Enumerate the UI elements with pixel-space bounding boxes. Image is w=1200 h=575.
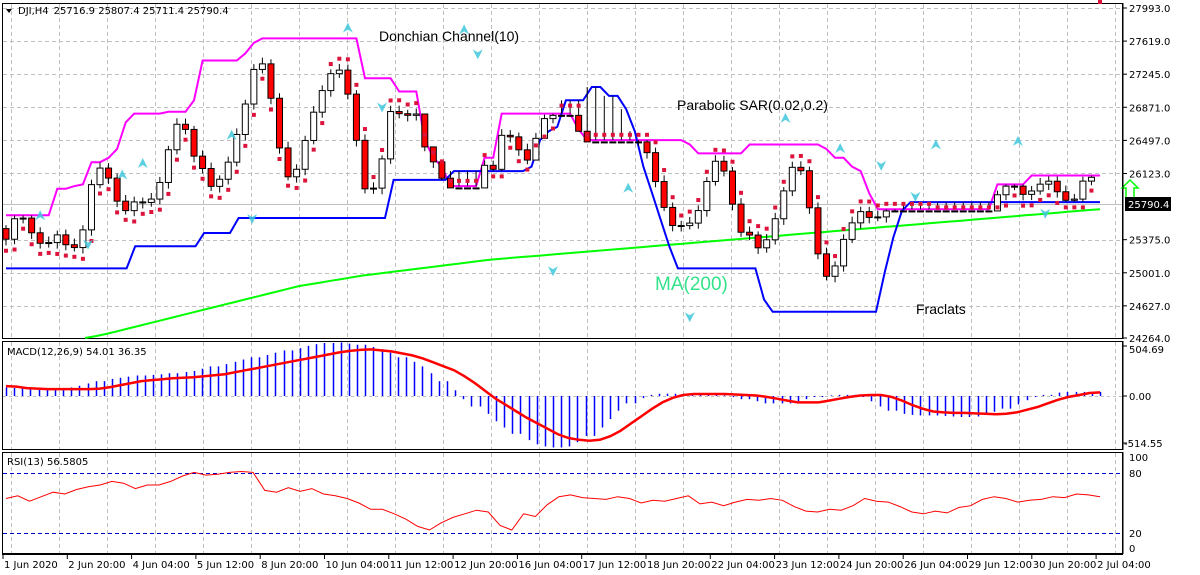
price-axis-label: 26497.0 bbox=[1129, 136, 1170, 147]
fractal-arrow-icon bbox=[459, 24, 470, 35]
price-axis-label: 26123.0 bbox=[1129, 169, 1170, 180]
fractal-arrow-icon bbox=[35, 210, 46, 221]
time-axis-label: 12 Jun 20:00 bbox=[454, 560, 518, 571]
rsi-line bbox=[5, 470, 1101, 531]
price-axis-label: 25375.0 bbox=[1129, 236, 1170, 247]
fractal-arrow-icon bbox=[137, 158, 148, 169]
time-axis-label: 1 Jun 2020 bbox=[4, 560, 58, 571]
fractal-arrow-icon bbox=[835, 142, 846, 153]
fractal-arrow-icon bbox=[1040, 208, 1051, 219]
price-axis-label: 27245.0 bbox=[1129, 70, 1170, 81]
svg-text:-514.55: -514.55 bbox=[1124, 439, 1163, 450]
time-axis-label: 18 Jun 20:00 bbox=[647, 560, 711, 571]
fractal-arrow-icon bbox=[623, 182, 634, 193]
fractal-markers bbox=[35, 22, 1051, 323]
time-axis-label: 2 Jun 20:00 bbox=[68, 560, 125, 571]
svg-text:100: 100 bbox=[1129, 453, 1148, 464]
fractal-arrow-icon bbox=[226, 129, 237, 140]
time-axis-label: 8 Jun 20:00 bbox=[261, 560, 318, 571]
rsi-title: RSI(13) 56.5805 bbox=[7, 457, 88, 468]
fractal-arrow-icon bbox=[377, 102, 388, 113]
macd-signal-line bbox=[5, 348, 1101, 443]
parabolic-sar-dots bbox=[4, 0, 1102, 261]
price-axis-label: 27619.0 bbox=[1129, 37, 1170, 48]
time-axis-label: 26 Jun 04:00 bbox=[904, 560, 968, 571]
time-axis-label: 16 Jun 04:00 bbox=[518, 560, 582, 571]
price-axis-label: 25001.0 bbox=[1129, 269, 1170, 280]
fractal-arrow-icon bbox=[1012, 135, 1023, 146]
time-axis-label: 5 Jun 12:00 bbox=[197, 560, 254, 571]
price-axis-label: 27993.0 bbox=[1129, 4, 1170, 15]
macd-histogram bbox=[5, 342, 1102, 448]
donchian-annotation: Donchian Channel(10) bbox=[379, 28, 519, 44]
fractal-arrow-icon bbox=[117, 169, 128, 180]
svg-text:0: 0 bbox=[1129, 544, 1135, 555]
svg-text:504.69: 504.69 bbox=[1129, 345, 1164, 356]
fractal-arrow-icon bbox=[684, 312, 695, 323]
sar-annotation: Parabolic SAR(0.02,0.2) bbox=[677, 97, 828, 113]
price-axis-label: 24264.0 bbox=[1129, 334, 1170, 345]
time-axis-label: 4 Jun 04:00 bbox=[133, 560, 190, 571]
fractals-annotation: Fraclats bbox=[916, 301, 966, 317]
ma-annotation: MA(200) bbox=[655, 274, 728, 295]
time-axis-label: 30 Jun 20:00 bbox=[1033, 560, 1097, 571]
svg-text:0.00: 0.00 bbox=[1129, 392, 1151, 403]
time-axis-label: 22 Jun 04:00 bbox=[711, 560, 775, 571]
ma200-line bbox=[84, 208, 1101, 339]
chart-header: DJI,H4 25716.9 25807.4 25711.4 25790.4 bbox=[6, 6, 229, 17]
time-axis[interactable]: 1 Jun 2020 2 Jun 20:00 4 Jun 04:00 5 Jun 12… bbox=[2, 554, 1151, 571]
time-axis-label: 10 Jun 04:00 bbox=[326, 560, 390, 571]
current-price-tag: 25790.4 bbox=[1125, 197, 1171, 211]
time-axis-label: 17 Jun 12:00 bbox=[583, 560, 647, 571]
dropdown-triangle-icon[interactable] bbox=[6, 9, 12, 13]
macd-title: MACD(12,26,9) 54.01 36.35 bbox=[7, 347, 147, 358]
price-axis[interactable]: 27993.0 27619.0 27245.0 26871.0 26497.0 26123… bbox=[1122, 3, 1170, 345]
fractal-arrow-icon bbox=[910, 191, 921, 202]
fractal-arrow-icon bbox=[247, 214, 258, 224]
fractal-arrow-icon bbox=[548, 266, 558, 277]
macd-axis[interactable]: 504.69 0.00 -514.55 bbox=[1122, 341, 1164, 450]
price-axis-label: 24627.0 bbox=[1129, 302, 1170, 313]
fractal-arrow-icon bbox=[472, 49, 483, 60]
svg-text:20: 20 bbox=[1129, 529, 1142, 540]
fractal-arrow-icon bbox=[930, 139, 941, 150]
time-axis-label: 29 Jun 12:00 bbox=[969, 560, 1033, 571]
time-axis-label: 23 Jun 12:00 bbox=[776, 560, 840, 571]
symbol-label: DJI,H4 25716.9 25807.4 25711.4 25790.4 bbox=[18, 6, 229, 17]
fractal-arrow-icon bbox=[780, 112, 791, 123]
fractal-arrow-icon bbox=[876, 160, 887, 171]
price-axis-label: 26871.0 bbox=[1129, 103, 1170, 114]
candlesticks bbox=[2, 57, 1095, 283]
time-axis-label: 2 Jul 04:00 bbox=[1097, 560, 1151, 571]
svg-text:80: 80 bbox=[1129, 469, 1142, 480]
fractal-arrow-icon bbox=[342, 22, 353, 33]
svg-text:25790.4: 25790.4 bbox=[1128, 200, 1169, 211]
rsi-axis[interactable]: 100 80 20 0 bbox=[1122, 452, 1148, 555]
time-axis-label: 24 Jun 20:00 bbox=[840, 560, 904, 571]
fractal-arrow-icon bbox=[83, 239, 94, 250]
time-axis-label: 11 Jun 12:00 bbox=[390, 560, 454, 571]
